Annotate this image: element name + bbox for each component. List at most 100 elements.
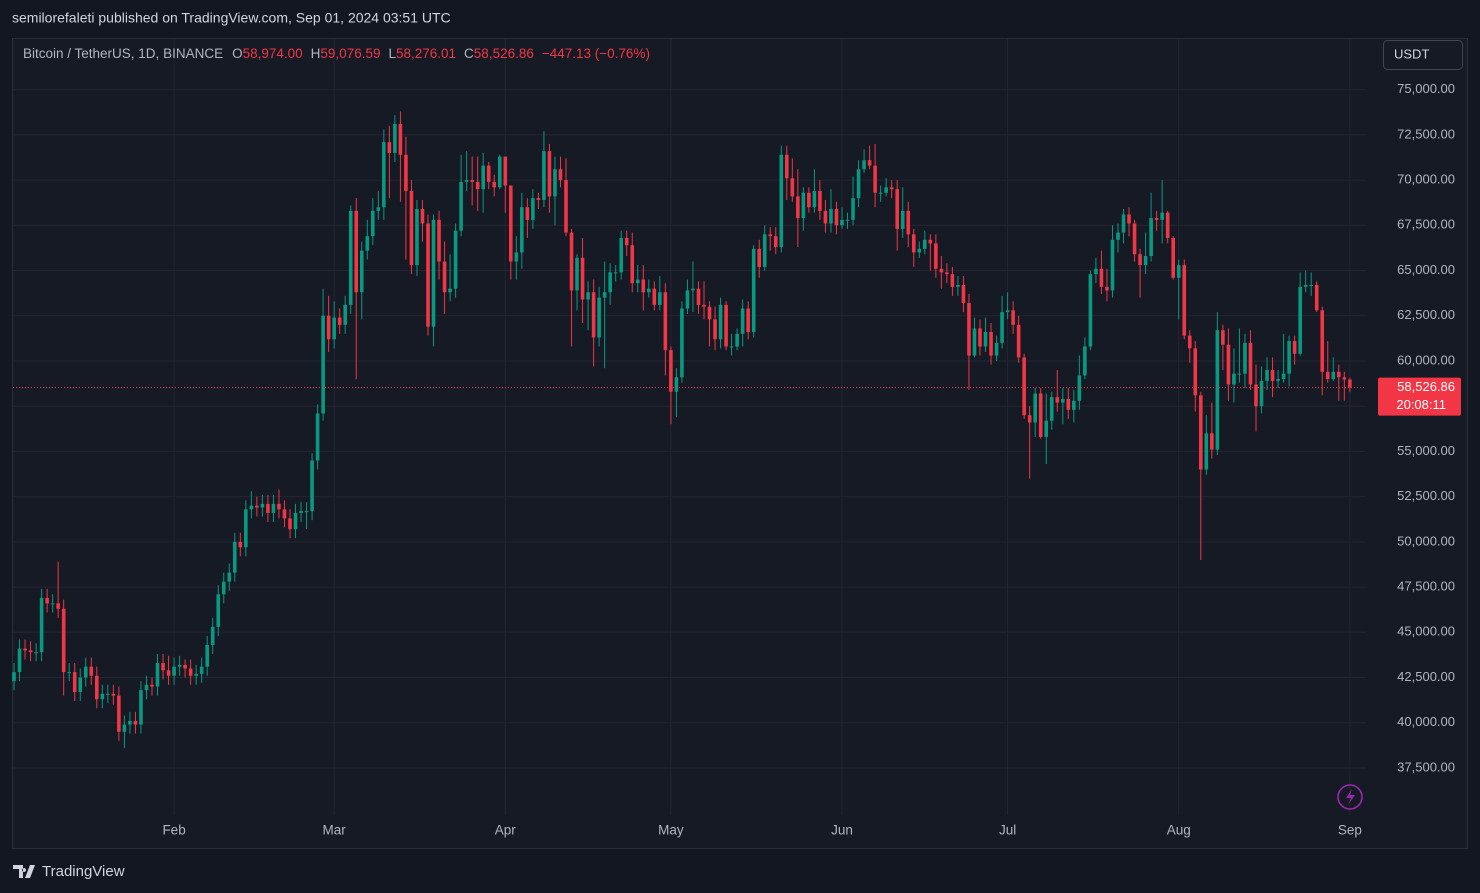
candle-body	[889, 187, 894, 190]
candle-body	[398, 124, 403, 155]
candle-body	[602, 292, 607, 298]
currency[interactable]: USDT	[1394, 46, 1429, 61]
candle-body	[895, 189, 899, 229]
candle-body	[227, 572, 232, 582]
candle-body	[464, 180, 469, 182]
candle-body	[1121, 214, 1126, 233]
candle-body	[818, 190, 822, 211]
candle-body	[183, 664, 187, 669]
candle-body	[1033, 393, 1037, 423]
candle-body	[72, 672, 77, 692]
candle-body	[133, 720, 138, 725]
legend-value: 58,276.01	[396, 46, 456, 61]
candle-body	[1011, 310, 1015, 325]
candle-body	[1171, 237, 1175, 278]
currency-button[interactable]	[1383, 40, 1463, 70]
legend: Bitcoin / TetherUS, 1D, BINANCE O58,974.0…	[23, 46, 650, 61]
candle-body	[520, 207, 524, 253]
candle-body	[1127, 214, 1131, 224]
alert-icon[interactable]	[1337, 784, 1363, 810]
candle-body	[718, 304, 723, 340]
candle-body	[343, 304, 347, 325]
candle-body	[453, 230, 458, 289]
candle-body	[945, 272, 949, 275]
candle-body	[768, 234, 773, 237]
candle-body	[1221, 330, 1225, 345]
candle-body	[514, 252, 519, 262]
candle-body	[161, 663, 165, 671]
y-tick-label: 50,000.00	[1397, 533, 1455, 548]
x-tick-label: Mar	[323, 823, 347, 838]
candle-body	[917, 248, 922, 253]
candle-body	[967, 303, 971, 356]
candle-body	[431, 219, 436, 327]
candle-body	[486, 165, 491, 182]
candle-body	[834, 209, 839, 226]
candle-body	[139, 690, 143, 725]
candle-body	[729, 346, 734, 348]
legend-key: C	[464, 46, 474, 61]
brand: TradingView	[42, 863, 125, 880]
candle-body	[1066, 398, 1071, 410]
candle-body	[1176, 265, 1181, 278]
y-tick-label: 52,500.00	[1397, 488, 1455, 503]
candle-body	[122, 724, 127, 732]
candle-body	[144, 684, 149, 691]
candle-body	[1281, 373, 1286, 380]
candle-body	[34, 652, 38, 654]
candle-body	[1287, 341, 1291, 374]
candle-body	[1165, 212, 1170, 238]
candle-body	[1088, 274, 1093, 347]
candle-body	[1226, 344, 1231, 385]
candle-body	[67, 672, 71, 674]
candle-body	[1154, 218, 1159, 220]
candle-body	[282, 509, 287, 519]
candle-body	[1187, 335, 1192, 349]
candle-body	[873, 165, 877, 193]
candle-body	[128, 720, 132, 725]
candle-body	[597, 297, 601, 338]
candle-body	[1314, 285, 1319, 311]
candle-body	[376, 207, 381, 211]
candle-body	[762, 234, 767, 267]
candle-body	[586, 292, 590, 300]
candle-body	[244, 509, 248, 548]
candle-body	[624, 237, 629, 246]
candle-body	[740, 308, 745, 334]
candle-body	[1099, 268, 1104, 287]
candle-body	[1094, 268, 1098, 275]
legend-symbol: Bitcoin / TetherUS, 1D, BINANCE	[23, 46, 223, 61]
candle-body	[492, 181, 497, 188]
candle-body	[459, 181, 463, 231]
candle-body	[851, 198, 855, 220]
candle-body	[39, 597, 44, 653]
candle-body	[1303, 285, 1308, 287]
legend-key: O	[232, 46, 243, 61]
candle-body	[779, 154, 784, 248]
candle-body	[746, 308, 750, 333]
candle-body	[50, 603, 55, 605]
x-tick-label: May	[658, 823, 684, 838]
candle-body	[1232, 373, 1236, 385]
candle-body	[188, 668, 193, 676]
x-tick-label: Feb	[162, 823, 185, 838]
candle-body	[558, 169, 563, 181]
candle-body	[823, 210, 828, 224]
candle-body	[630, 245, 635, 284]
y-tick-label: 55,000.00	[1397, 443, 1455, 458]
candle-body	[840, 219, 844, 226]
candle-body	[956, 285, 960, 287]
candle-body	[619, 237, 623, 273]
candle-body	[1331, 371, 1336, 380]
countdown: 20:08:11	[1396, 397, 1446, 412]
candle-body	[475, 181, 480, 190]
grid	[13, 39, 1366, 815]
candle-body	[829, 209, 833, 224]
candle-body	[1243, 342, 1247, 374]
candle-body	[906, 210, 911, 235]
candle-body	[989, 332, 993, 356]
candle-body	[1320, 310, 1325, 372]
candle-body	[1061, 398, 1065, 403]
